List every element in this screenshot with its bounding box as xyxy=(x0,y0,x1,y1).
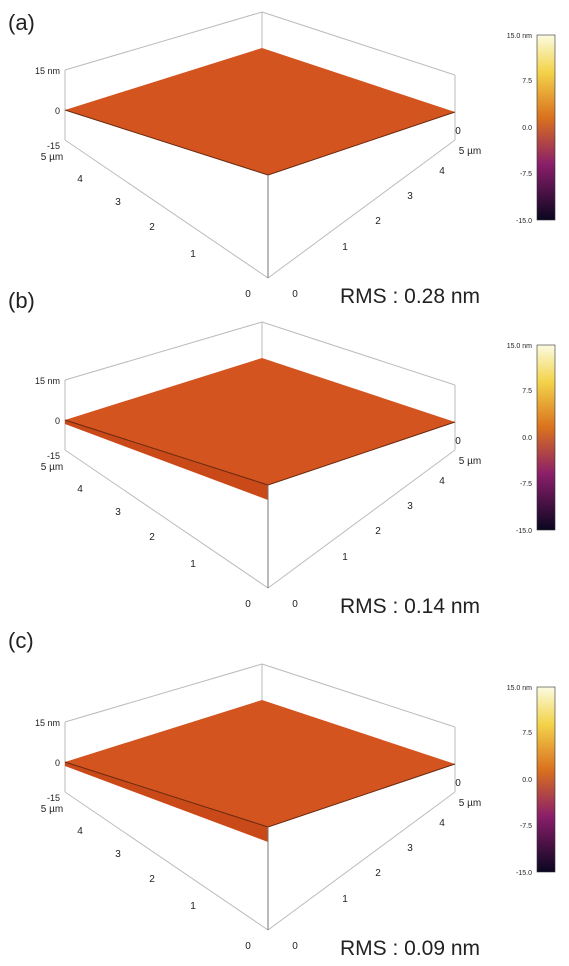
surface-side xyxy=(65,420,268,500)
left-tick-label: 4 xyxy=(77,174,83,185)
colorbar-tick-label: 15.0 nm xyxy=(507,685,532,692)
rms-label: RMS : 0.28 nm xyxy=(340,285,480,308)
left-tick-label: 0 xyxy=(245,941,251,952)
surface xyxy=(65,48,455,175)
left-tick-label: 3 xyxy=(115,849,121,860)
panel-label: (c) xyxy=(8,628,34,653)
right-tick-label: 5 µm xyxy=(459,456,481,467)
panel-label: (b) xyxy=(8,288,35,313)
left-tick-label: 1 xyxy=(190,249,196,260)
left-tick-label: 1 xyxy=(190,559,196,570)
axis-line xyxy=(267,139,456,279)
colorbar-tick-label: 0.0 xyxy=(522,777,532,784)
right-tick-label: 4 xyxy=(439,166,445,177)
left-tick-label: 2 xyxy=(149,874,155,885)
colorbar-tick-label: 7.5 xyxy=(522,388,532,395)
right-tick-label: 4 xyxy=(439,476,445,487)
colorbar-tick-label: -15.0 xyxy=(516,870,532,877)
colorbar xyxy=(536,686,556,873)
right-tick-label: 4 xyxy=(439,818,445,829)
rms-label: RMS : 0.09 nm xyxy=(340,937,480,960)
colorbar-tick-label: 7.5 xyxy=(522,730,532,737)
axis-line xyxy=(64,139,269,279)
z-tick-label: 0 xyxy=(55,758,60,768)
left-tick-label: 3 xyxy=(115,507,121,518)
axis-line xyxy=(267,791,456,931)
right-tick-label: 1 xyxy=(342,242,348,253)
left-tick-label: 1 xyxy=(190,901,196,912)
right-tick-label: 3 xyxy=(407,501,413,512)
right-tick-label: 0 xyxy=(455,126,461,137)
colorbar-tick-label: -15.0 xyxy=(516,218,532,225)
right-tick-label: 0 xyxy=(292,599,298,610)
left-tick-label: 4 xyxy=(77,484,83,495)
colorbar-tick-label: 0.0 xyxy=(522,125,532,132)
colorbar-tick-label: 15.0 nm xyxy=(507,343,532,350)
z-tick-label: -15 xyxy=(47,793,60,803)
colorbar-tick-label: 15.0 nm xyxy=(507,33,532,40)
colorbar xyxy=(536,344,556,531)
right-tick-label: 0 xyxy=(292,289,298,300)
axis-line xyxy=(267,111,456,176)
right-tick-label: 1 xyxy=(342,552,348,563)
left-tick-label: 2 xyxy=(149,532,155,543)
axis-line xyxy=(64,321,263,381)
axis-line xyxy=(64,663,263,723)
z-tick-label: 0 xyxy=(55,106,60,116)
right-tick-label: 2 xyxy=(375,526,381,537)
right-tick-label: 1 xyxy=(342,894,348,905)
panel-label: (a) xyxy=(8,10,35,35)
colorbar-tick-label: -7.5 xyxy=(520,823,532,830)
surface xyxy=(65,700,455,827)
axis-line xyxy=(267,763,456,828)
z-tick-label: 15 nm xyxy=(35,718,60,728)
axis-line xyxy=(261,321,456,386)
z-tick-label: 0 xyxy=(55,416,60,426)
left-tick-label: 3 xyxy=(115,197,121,208)
left-tick-label: 0 xyxy=(245,289,251,300)
axis-line xyxy=(267,421,456,486)
left-tick-label: 5 µm xyxy=(41,152,63,163)
right-tick-label: 5 µm xyxy=(459,146,481,157)
axis-line xyxy=(64,109,269,176)
z-tick-label: -15 xyxy=(47,451,60,461)
axis-line xyxy=(64,419,269,486)
axis-line xyxy=(261,663,456,728)
left-tick-label: 0 xyxy=(245,599,251,610)
z-tick-label: 15 nm xyxy=(35,66,60,76)
right-tick-label: 0 xyxy=(455,436,461,447)
z-tick-label: -15 xyxy=(47,141,60,151)
axis-line xyxy=(267,449,456,589)
right-tick-label: 2 xyxy=(375,216,381,227)
axis-line xyxy=(64,11,263,71)
right-tick-label: 5 µm xyxy=(459,798,481,809)
left-tick-label: 4 xyxy=(77,826,83,837)
z-tick-label: 15 nm xyxy=(35,376,60,386)
axis-line xyxy=(261,11,456,76)
right-tick-label: 3 xyxy=(407,843,413,854)
colorbar-tick-label: 0.0 xyxy=(522,435,532,442)
surface xyxy=(65,358,455,485)
surface-side xyxy=(65,762,268,842)
colorbar-tick-label: -7.5 xyxy=(520,481,532,488)
right-tick-label: 3 xyxy=(407,191,413,202)
colorbar-tick-label: 7.5 xyxy=(522,78,532,85)
colorbar-tick-label: -7.5 xyxy=(520,171,532,178)
colorbar xyxy=(536,34,556,221)
axis-line xyxy=(64,791,269,931)
axis-line xyxy=(64,761,269,828)
left-tick-label: 2 xyxy=(149,222,155,233)
right-tick-label: 0 xyxy=(292,941,298,952)
colorbar-tick-label: -15.0 xyxy=(516,528,532,535)
left-tick-label: 5 µm xyxy=(41,462,63,473)
right-tick-label: 2 xyxy=(375,868,381,879)
rms-label: RMS : 0.14 nm xyxy=(340,595,480,618)
right-tick-label: 0 xyxy=(455,778,461,789)
axis-line xyxy=(64,449,269,589)
left-tick-label: 5 µm xyxy=(41,804,63,815)
